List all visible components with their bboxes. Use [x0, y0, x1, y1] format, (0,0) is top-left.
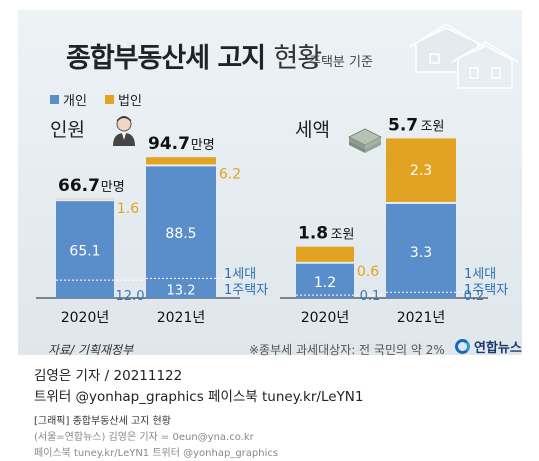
- infographic-card: 65.1 1.6 12.0 66.7 만명 2020년 88.5 6.2 13.2 94.7 만명 2…: [18, 10, 522, 357]
- bar-personal: [56, 201, 114, 298]
- subset-label: 1세대: [224, 267, 256, 282]
- byline-social: 트위터 @yonhap_graphics 페이스북 tuney.kr/LeYN1: [34, 389, 364, 405]
- bar-value-personal: 88.5: [165, 226, 196, 242]
- bar-total-unit: 조원: [421, 119, 445, 134]
- footnote: ※종부세 과세대상자: 전 국민의 약 2%: [249, 343, 445, 357]
- caption-title: [그래픽] 종합부동산세 고지 현황: [34, 416, 171, 427]
- bar-corporate: [146, 157, 216, 165]
- bar-personal: [296, 263, 354, 298]
- bar-personal: [146, 166, 216, 298]
- bar-value-corporate: 0.6: [357, 264, 379, 280]
- money-stack-icon: [348, 128, 382, 153]
- bar-total: 94.7: [148, 134, 190, 154]
- bar-total: 5.7: [388, 115, 418, 135]
- category-label: 2021년: [397, 310, 446, 326]
- legend-corporate-label: 법인: [118, 94, 142, 109]
- title-light: 현황: [273, 43, 323, 74]
- bar-value-corporate: 6.2: [219, 166, 241, 182]
- subset-label: 1세대: [464, 267, 496, 282]
- bar-total-unit: 만명: [191, 138, 215, 153]
- title-bold: 종합부동산세 고지: [66, 43, 266, 74]
- bar-total: 66.7: [58, 176, 100, 196]
- yonhap-logo-icon: [455, 339, 470, 354]
- caption-credit: (서울=연합뉴스) 김영은 기자 = 0eun@yna.co.kr: [34, 432, 254, 443]
- subset-label: 1주택자: [464, 283, 508, 298]
- bar-corporate: [386, 138, 456, 202]
- legend-corporate: 법인: [105, 90, 142, 109]
- category-label: 2020년: [61, 310, 110, 326]
- bar-total-unit: 만명: [101, 180, 125, 195]
- section-label-people: 인원: [50, 119, 85, 141]
- chart-subtitle: 주택분 기준: [309, 55, 373, 70]
- subset-label: 1주택자: [224, 283, 268, 298]
- subset-value: 0.1: [360, 289, 381, 304]
- houses-icon: [409, 23, 519, 89]
- bar-value-corporate: 2.3: [410, 163, 432, 179]
- category-label: 2020년: [301, 310, 350, 326]
- legend-personal-label: 개인: [63, 94, 87, 109]
- bar-total-unit: 조원: [331, 228, 355, 243]
- yonhap-logo-text: 연합뉴스: [474, 341, 522, 356]
- category-label: 2021년: [157, 310, 206, 326]
- subset-value: 13.2: [167, 283, 196, 298]
- source-note: 자료/ 기획재정부: [48, 343, 134, 357]
- bar-value-corporate: 1.6: [117, 201, 139, 217]
- bar-value-personal: 1.2: [314, 275, 336, 291]
- caption-social: 페이스북 tuney.kr/LeYN1 트위터 @yonhap_graphics: [34, 448, 279, 459]
- bar-value-personal: 3.3: [410, 245, 432, 261]
- yonhap-logo: 연합뉴스: [455, 337, 522, 356]
- subset-value: 12.0: [116, 289, 145, 304]
- legend-personal: 개인: [50, 90, 87, 109]
- person-icon: [113, 116, 135, 146]
- bar-total: 1.8: [298, 224, 328, 244]
- bar-corporate: [296, 246, 354, 262]
- subset-value: 0.2: [464, 289, 485, 304]
- byline-reporter: 김영은 기자 / 20211122: [34, 368, 183, 384]
- bar-value-personal: 65.1: [69, 244, 100, 260]
- legend-personal-swatch: [50, 95, 59, 104]
- bar-personal: [386, 203, 456, 298]
- chart-title: 종합부동산세 고지 현황: [66, 36, 323, 75]
- legend-corporate-swatch: [105, 95, 114, 104]
- section-label-tax: 세액: [295, 119, 330, 141]
